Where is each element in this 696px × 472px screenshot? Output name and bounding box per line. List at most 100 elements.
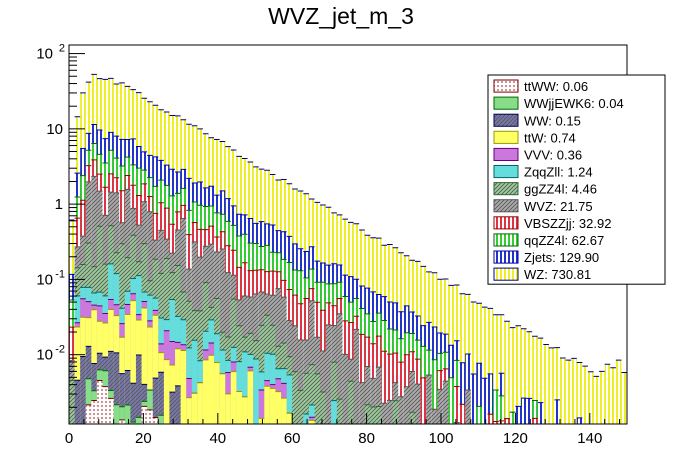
bar-ttww-4 bbox=[91, 400, 97, 424]
bar-wz-72 bbox=[470, 302, 477, 424]
legend-entry: ZqqZll: 1.24 bbox=[493, 165, 593, 180]
bar-wz-77 bbox=[498, 314, 505, 424]
bar-wz-85 bbox=[543, 344, 549, 424]
bar-ggzz4l-47 bbox=[331, 362, 337, 424]
x-axis: 0 20 40 60 80 100 120 140 bbox=[65, 413, 621, 447]
bar-wwjjewk6-11 bbox=[130, 422, 136, 424]
outline-ggzz4l bbox=[69, 225, 627, 424]
legend-label: Zjets: 129.90 bbox=[524, 250, 599, 265]
bar-vbszzjj-76 bbox=[493, 421, 499, 424]
bar-wz-99 bbox=[621, 372, 627, 424]
bar-vbszzjj-70 bbox=[459, 404, 466, 424]
legend-swatch bbox=[493, 96, 519, 110]
bar-wwjjewk6-3 bbox=[85, 378, 92, 424]
legend-swatch bbox=[493, 182, 519, 196]
outline-ttw bbox=[69, 300, 627, 424]
bar-ttww-6 bbox=[102, 386, 109, 424]
y-tick-exponent: 2 bbox=[59, 43, 65, 55]
bar-ggzz4l-58 bbox=[392, 400, 399, 424]
bar-wvz-55 bbox=[375, 367, 382, 424]
x-tick-label: 100 bbox=[428, 430, 453, 447]
y-tick-label: 10 bbox=[36, 271, 53, 288]
bar-qqzz4l-83 bbox=[532, 400, 538, 424]
y-tick-label: 1 bbox=[55, 196, 63, 213]
bar-wvz-51 bbox=[353, 329, 360, 424]
bar-ttw-29 bbox=[230, 371, 237, 424]
legend-entry: ttWW: 0.06 bbox=[493, 79, 588, 94]
bar-vbszzjj-59 bbox=[398, 362, 404, 424]
bar-wz-98 bbox=[615, 360, 622, 424]
bar-ttw-11 bbox=[130, 300, 136, 424]
legend-swatch bbox=[493, 233, 519, 247]
bar-wvz-67 bbox=[442, 381, 449, 424]
legend-entry: ggZZ4l: 4.46 bbox=[493, 182, 597, 197]
legend-entry: WZ: 730.81 bbox=[493, 267, 591, 282]
bar-wz-90 bbox=[571, 358, 577, 424]
bar-wz-74 bbox=[481, 307, 488, 424]
bar-zqqzll-31 bbox=[241, 351, 248, 424]
bar-ww-1 bbox=[74, 380, 81, 424]
legend-label: ZqqZll: 1.24 bbox=[524, 165, 593, 180]
bar-ww-11 bbox=[130, 383, 136, 424]
bar-ggzz4l-44 bbox=[314, 373, 321, 424]
bar-wvz-41 bbox=[297, 339, 304, 424]
bar-ttw-25 bbox=[208, 355, 215, 424]
bar-ttw-22 bbox=[191, 393, 198, 424]
outline-zqqzll bbox=[69, 263, 627, 424]
bar-ttw-14 bbox=[147, 327, 153, 424]
bar-zjets-84 bbox=[537, 402, 544, 424]
bar-wvz-48 bbox=[336, 313, 343, 424]
bar-zjets-75 bbox=[487, 373, 494, 424]
legend-entry: VBSZZjj: 32.92 bbox=[493, 216, 611, 231]
bar-ww-9 bbox=[119, 373, 125, 424]
bar-zjets-81 bbox=[520, 398, 527, 424]
bar-ttw-38 bbox=[281, 398, 287, 424]
legend-swatch bbox=[493, 113, 519, 127]
bar-wz-87 bbox=[554, 347, 561, 424]
legend-swatch bbox=[493, 165, 519, 179]
bar-ttw-43 bbox=[308, 420, 315, 424]
bar-wz-81 bbox=[520, 328, 527, 424]
bar-zjets-82 bbox=[526, 398, 533, 424]
legend-swatch bbox=[493, 199, 519, 213]
x-tick-label: 120 bbox=[503, 430, 528, 447]
bar-ttw-21 bbox=[186, 397, 192, 424]
outline-vvv bbox=[69, 293, 627, 424]
bar-ttw-24 bbox=[202, 359, 209, 424]
bar-ggzz4l-53 bbox=[364, 404, 371, 424]
legend-label: WVZ: 21.75 bbox=[524, 199, 593, 214]
outline-qqzz4l bbox=[69, 143, 627, 424]
legend-label: VVV: 0.36 bbox=[524, 148, 582, 163]
bar-wvz-61 bbox=[409, 371, 415, 424]
bar-ww-10 bbox=[124, 370, 131, 424]
legend-swatch bbox=[493, 79, 519, 93]
bar-zqqzll-39 bbox=[286, 374, 293, 424]
legend-label: WWjjEWK6: 0.04 bbox=[524, 96, 624, 111]
bar-wwjjewk6-8 bbox=[113, 404, 120, 424]
bar-ttww-9 bbox=[119, 419, 125, 424]
bar-wvz-59 bbox=[398, 396, 404, 424]
bar-ttw-26 bbox=[214, 362, 220, 424]
bar-wvz-49 bbox=[342, 354, 348, 424]
bar-zjets-80 bbox=[515, 406, 521, 424]
bar-wwjjewk6-16 bbox=[158, 415, 164, 424]
bar-ww-15 bbox=[152, 378, 159, 424]
bar-wvz-46 bbox=[325, 324, 332, 424]
bar-wvz-52 bbox=[359, 382, 365, 424]
x-tick-label: 20 bbox=[135, 430, 152, 447]
bar-vbszzjj-56 bbox=[381, 351, 388, 424]
legend-box bbox=[487, 74, 666, 285]
legend-entry: WWjjEWK6: 0.04 bbox=[493, 96, 624, 111]
legend-swatch bbox=[493, 267, 519, 281]
bar-zjets-87 bbox=[554, 399, 561, 424]
bar-ttw-36 bbox=[269, 388, 276, 424]
bar-ttw-10 bbox=[124, 314, 131, 424]
y-tick-exponent: -1 bbox=[55, 268, 65, 280]
bar-qqzz4l-77 bbox=[498, 395, 505, 424]
bars-layer bbox=[69, 73, 627, 424]
bar-ttw-28 bbox=[225, 393, 231, 424]
legend: ttWW: 0.06 WWjjEWK6: 0.04 WW: 0.15 ttW: 0.7… bbox=[487, 74, 666, 285]
legend-label: ttWW: 0.06 bbox=[524, 79, 588, 94]
legend-label: ggZZ4l: 4.46 bbox=[524, 182, 597, 197]
bar-wz-96 bbox=[604, 364, 611, 424]
